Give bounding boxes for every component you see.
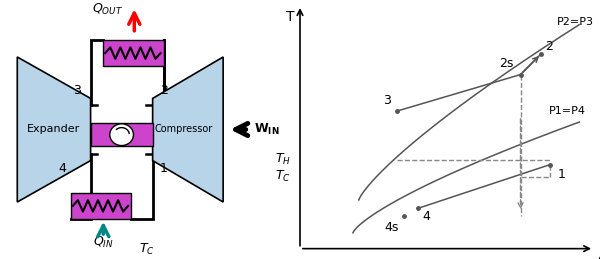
Text: 3: 3: [73, 84, 81, 97]
Text: 4s: 4s: [384, 221, 398, 234]
Text: 2s: 2s: [499, 57, 513, 70]
Text: 4: 4: [422, 210, 430, 223]
Circle shape: [110, 124, 133, 146]
Polygon shape: [17, 57, 91, 202]
Text: 1: 1: [557, 168, 565, 181]
FancyBboxPatch shape: [103, 40, 164, 66]
Text: 3: 3: [383, 95, 391, 107]
Text: $\bf{W_{IN}}$: $\bf{W_{IN}}$: [254, 122, 280, 137]
FancyBboxPatch shape: [91, 123, 152, 146]
Text: $Q_{OUT}$: $Q_{OUT}$: [92, 2, 123, 17]
Text: 2: 2: [160, 84, 167, 97]
Text: P2=P3: P2=P3: [557, 17, 594, 27]
Text: 1: 1: [160, 162, 167, 175]
Polygon shape: [152, 57, 223, 202]
Text: P1=P4: P1=P4: [548, 106, 586, 116]
Text: $T_C$: $T_C$: [139, 242, 155, 257]
Text: $T_H$: $T_H$: [275, 152, 291, 167]
Text: S: S: [597, 255, 600, 259]
FancyBboxPatch shape: [71, 193, 131, 219]
Text: Compressor: Compressor: [155, 125, 213, 134]
Text: Expander: Expander: [28, 125, 80, 134]
Text: 4: 4: [59, 162, 67, 175]
Text: $T_C$: $T_C$: [275, 169, 291, 184]
Text: 2: 2: [545, 40, 553, 53]
Text: T: T: [286, 10, 294, 24]
Text: $Q_{IN}$: $Q_{IN}$: [93, 235, 113, 250]
